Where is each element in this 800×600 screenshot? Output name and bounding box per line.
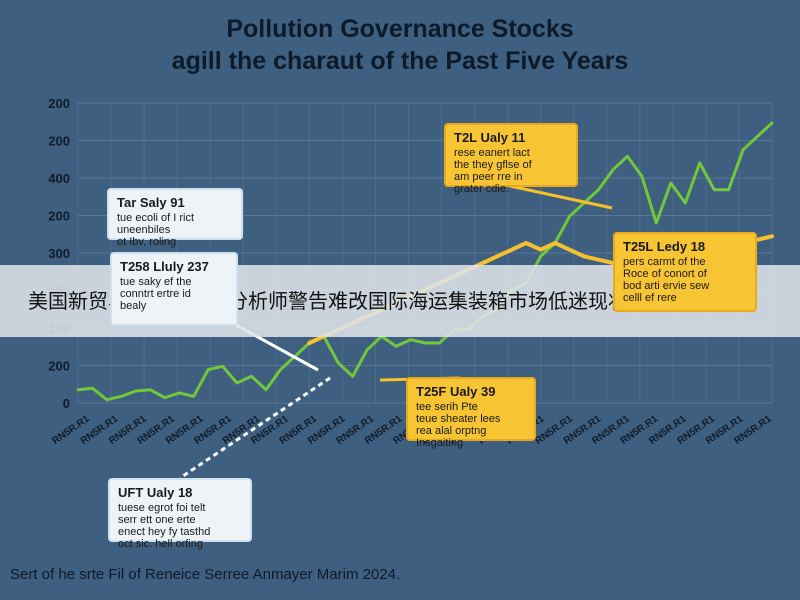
source-note: Sert of he srte Fil of Reneice Serree An…	[10, 566, 401, 583]
callout-6-body: tuese egrot foi telt serr ett one erte e…	[118, 502, 211, 550]
callout-5-heading: T25F Ualy 39	[416, 384, 496, 399]
callout-2-body: tue ecoli of I rict uneenbiles ot Ibv, r…	[117, 212, 195, 248]
y-tick-label-7: 200	[48, 134, 70, 149]
y-tick-label-4: 300	[48, 246, 70, 261]
callout-3-body: tue saky ef the conntrt ertre id bealy	[120, 276, 192, 312]
series-line-1	[76, 121, 774, 402]
callout-1-body: rese eanert lact the they gflse of am pe…	[454, 147, 532, 195]
y-tick-label-5: 200	[48, 209, 70, 224]
chart-title-line-2: agill the charaut of the Past Five Years	[171, 47, 629, 75]
callout-2: Tar Saly 91 tue ecoli of I rict uneenbil…	[107, 188, 243, 248]
callout-3-heading: T258 Lluly 237	[120, 259, 209, 274]
y-tick-label-6: 400	[48, 171, 70, 186]
y-tick-label-0: 0	[63, 396, 70, 411]
callout-leader-1	[509, 184, 613, 210]
y-tick-label-8: 200	[48, 96, 70, 111]
callout-leader-3	[179, 376, 331, 480]
callout-5-body: tee serih Pte teue sheater lees rea alal…	[416, 401, 501, 449]
chart-title-line-1: Pollution Governance Stocks	[226, 15, 574, 43]
callout-5: T25F Ualy 39 tee serih Pte teue sheater …	[406, 377, 536, 449]
y-tick-label-1: 200	[48, 359, 70, 374]
callout-1: T2L Ualy 11 rese eanert lact the they gf…	[444, 123, 578, 195]
callout-4-heading: T25L Ledy 18	[623, 239, 706, 254]
callout-6: UFT Ualy 18 tuese egrot foi telt serr et…	[108, 478, 252, 550]
callout-2-heading: Tar Saly 91	[117, 195, 185, 210]
callout-1-heading: T2L Ualy 11	[454, 130, 526, 145]
callout-6-heading: UFT Ualy 18	[118, 485, 193, 500]
callout-4-body: pers carmt of the Roce of conort of bod …	[623, 256, 710, 304]
callout-4: T25L Ledy 18 pers carmt of the Roce of c…	[613, 232, 757, 312]
callout-3: T258 Lluly 237 tue saky ef the conntrt e…	[110, 252, 238, 326]
